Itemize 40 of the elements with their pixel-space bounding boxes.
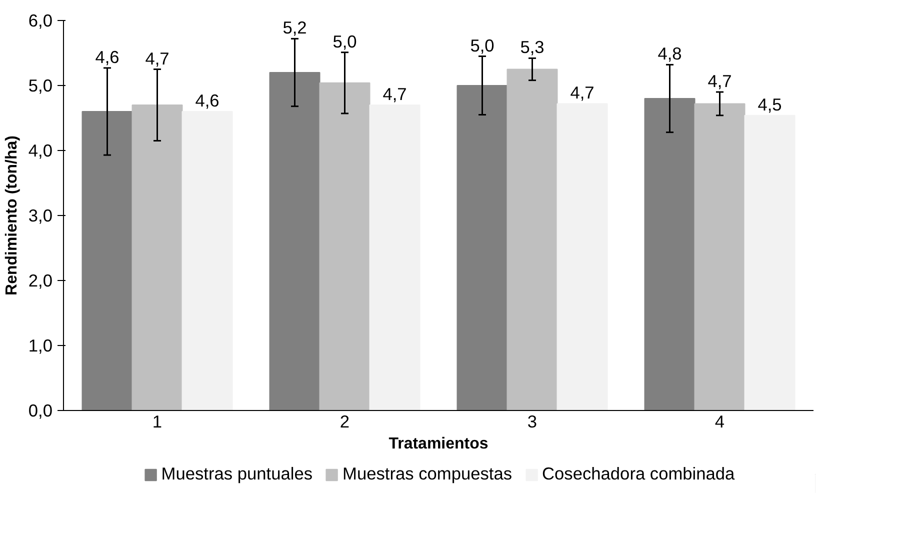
data-label: 4,7 xyxy=(570,82,594,103)
bar xyxy=(319,82,370,410)
bar xyxy=(694,103,746,410)
y-tick-label: 0,0 xyxy=(28,400,53,420)
y-tick-label: 3,0 xyxy=(28,206,53,226)
bar xyxy=(82,111,133,410)
data-label: 5,0 xyxy=(470,35,494,56)
x-tick-label: 2 xyxy=(340,412,350,432)
data-label: 5,0 xyxy=(332,31,357,52)
y-axis-title: Rendimiento (ton/ha) xyxy=(3,136,20,296)
bar xyxy=(556,103,608,410)
legend-label: Muestras compuestas xyxy=(342,464,512,484)
data-label: 4,7 xyxy=(708,71,732,91)
y-tick-label: 2,0 xyxy=(28,270,53,290)
data-label: 4,7 xyxy=(382,84,407,104)
x-tick-label: 3 xyxy=(527,412,538,432)
y-tick-label: 4,0 xyxy=(28,140,53,160)
data-label: 5,2 xyxy=(282,18,307,38)
data-label: 4,6 xyxy=(95,46,120,67)
y-tick-label: 1,0 xyxy=(28,336,53,356)
y-tick-label: 6,0 xyxy=(28,10,53,30)
legend-label: Muestras puntuales xyxy=(161,464,313,484)
x-axis-title: Tratamientos xyxy=(388,436,488,452)
bar xyxy=(506,68,558,410)
data-label: 4,8 xyxy=(658,44,682,64)
bar xyxy=(269,72,320,410)
bar xyxy=(369,104,420,410)
y-tick-label: 5,0 xyxy=(28,76,53,96)
bar xyxy=(132,104,183,410)
data-label: 5,3 xyxy=(520,37,544,58)
data-label: 4,5 xyxy=(758,94,782,114)
bar xyxy=(456,85,508,410)
bar xyxy=(744,114,796,410)
x-tick-label: 4 xyxy=(714,412,725,432)
bar xyxy=(182,111,233,410)
bar xyxy=(644,98,696,410)
data-label: 4,7 xyxy=(145,48,170,68)
legend-label: Cosechadora combinada xyxy=(542,464,735,484)
x-tick-label: 1 xyxy=(152,412,162,432)
data-label: 4,6 xyxy=(195,90,220,110)
